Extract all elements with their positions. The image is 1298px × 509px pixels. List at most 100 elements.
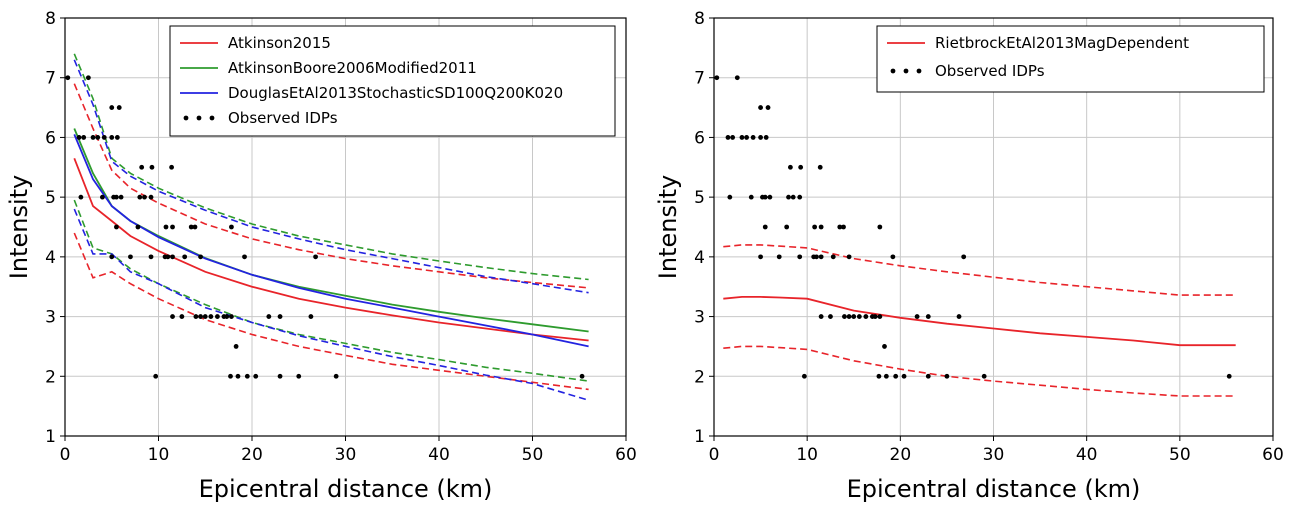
- y-tick-label: 5: [45, 188, 56, 208]
- observed-idp-point: [192, 224, 198, 230]
- observed-idp-point: [128, 254, 133, 260]
- observed-idp-point: [798, 164, 804, 170]
- observed-idp-point: [818, 254, 824, 260]
- observed-idp-point: [739, 135, 745, 140]
- series-line-atkinsonboore2006modified2011: [73, 128, 589, 333]
- observed-idp-point: [333, 373, 339, 379]
- observed-idp-point: [841, 224, 846, 230]
- observed-idp-point: [579, 373, 585, 379]
- y-tick-label: 8: [694, 9, 705, 29]
- series-line-rietbrocketal2013magdependent-1: [723, 244, 1236, 296]
- right-chart-panel: 0 10 20 30 40 50 60 1 2 3 4 5 6 7 8 Epicentral distance…: [654, 9, 1284, 503]
- observed-idp-point: [883, 373, 889, 379]
- observed-idp-point: [814, 254, 819, 260]
- observed-idp-point: [153, 373, 159, 379]
- legend-swatch-dot: [183, 115, 189, 121]
- observed-idp-point: [925, 373, 931, 379]
- observed-idp-point: [90, 135, 96, 140]
- observed-idp-point: [313, 254, 318, 260]
- x-tick-label: 40: [1076, 445, 1098, 465]
- observed-idp-point: [149, 164, 155, 170]
- observed-idp-point: [846, 254, 852, 260]
- observed-idp-point: [179, 314, 185, 319]
- x-tick-label: 0: [709, 445, 720, 465]
- observed-idp-point: [786, 194, 791, 200]
- observed-idp-point: [253, 373, 259, 379]
- legend-swatch-dot: [196, 115, 202, 121]
- observed-idp-point: [758, 105, 763, 110]
- legend-box: [876, 25, 1265, 93]
- observed-idp-point: [228, 373, 233, 379]
- x-tick-label: 10: [148, 445, 170, 465]
- y-tick-label: 3: [45, 308, 56, 328]
- observed-idp-point: [242, 254, 247, 260]
- observed-idp-point: [188, 224, 194, 230]
- x-axis-label: Epicentral distance (km): [847, 475, 1141, 503]
- legend-label: Observed IDPs: [935, 62, 1045, 80]
- observed-idp-point: [734, 75, 740, 81]
- y-axis-label: Intensity: [5, 175, 33, 279]
- observed-idp-point: [193, 314, 199, 319]
- plot-area: [714, 75, 1236, 397]
- observed-idp-point: [901, 373, 907, 379]
- observed-idp-point: [169, 164, 174, 170]
- observed-idp-point: [139, 164, 145, 170]
- observed-idp-point: [818, 314, 824, 319]
- observed-idp-point: [76, 135, 82, 140]
- x-tick-label: 30: [983, 445, 1005, 465]
- left-chart-panel: 0 10 20 30 40 50 60 1 2 3 4 5 6 7 8 Epicentral distance…: [5, 9, 637, 503]
- series-line-atkinsonboore2006modified2011-1: [73, 53, 589, 281]
- observed-idp-point: [744, 135, 750, 140]
- legend-label: Atkinson2015: [228, 34, 331, 52]
- plot-frame: [64, 17, 627, 437]
- observed-idp-point: [837, 224, 843, 230]
- observed-idp-point: [118, 194, 124, 200]
- observed-idp-point: [100, 194, 105, 200]
- y-tick-label: 2: [45, 367, 56, 387]
- y-tick-label: 1: [45, 427, 56, 447]
- legend-swatch-dot: [916, 68, 922, 74]
- series-line-douglasetal2013stochasticsd100q200k020-1: [73, 208, 589, 401]
- legend-box: [169, 25, 616, 137]
- x-tick-label: 60: [615, 445, 637, 465]
- x-tick-label: 60: [1262, 445, 1284, 465]
- observed-idp-point: [202, 314, 208, 319]
- observed-idp-point: [784, 224, 790, 230]
- series-line-douglasetal2013stochasticsd100q200k020: [73, 134, 589, 348]
- x-axis-label: Epicentral distance (km): [199, 475, 493, 503]
- observed-idp-point: [758, 254, 763, 260]
- legend-label: RietbrockEtAl2013MagDependent: [935, 34, 1189, 52]
- y-tick-label: 6: [694, 128, 705, 148]
- series-line-atkinsonboore2006modified2011-1: [73, 199, 589, 382]
- observed-idp-point: [748, 194, 754, 200]
- y-tick-label: 1: [694, 427, 705, 447]
- observed-idp-point: [872, 314, 878, 319]
- observed-idp-point: [750, 135, 756, 140]
- y-tick-label: 6: [45, 128, 56, 148]
- series-line-douglasetal2013stochasticsd100q200k020-1: [73, 59, 589, 294]
- observed-idp-point: [229, 314, 234, 319]
- observed-idp-point: [797, 194, 803, 200]
- y-axis-label: Intensity: [654, 175, 682, 279]
- legend-label: DouglasEtAl2013StochasticSD100Q200K020: [228, 84, 563, 102]
- observed-idp-point: [787, 164, 793, 170]
- observed-idp-point: [137, 194, 143, 200]
- observed-idp-point: [762, 224, 768, 230]
- plot-area: [65, 53, 589, 401]
- observed-idp-point: [116, 105, 122, 110]
- observed-idp-point: [198, 314, 203, 319]
- observed-idp-point: [730, 135, 736, 140]
- y-tick-label: 2: [694, 367, 705, 387]
- legend: Atkinson2015 AtkinsonBoore2006Modified201…: [169, 25, 616, 137]
- observed-idp-point: [277, 373, 283, 379]
- observed-idp-point: [842, 314, 847, 319]
- observed-idp-point: [776, 254, 782, 260]
- observed-idp-point: [215, 314, 220, 319]
- y-tick-label: 5: [694, 188, 705, 208]
- observed-idp-point: [956, 314, 962, 319]
- y-tick-label: 7: [694, 69, 705, 89]
- observed-idp-point: [725, 135, 731, 140]
- observed-idp-point: [142, 194, 147, 200]
- observed-idp-point: [163, 224, 169, 230]
- observed-idp-point: [296, 373, 302, 379]
